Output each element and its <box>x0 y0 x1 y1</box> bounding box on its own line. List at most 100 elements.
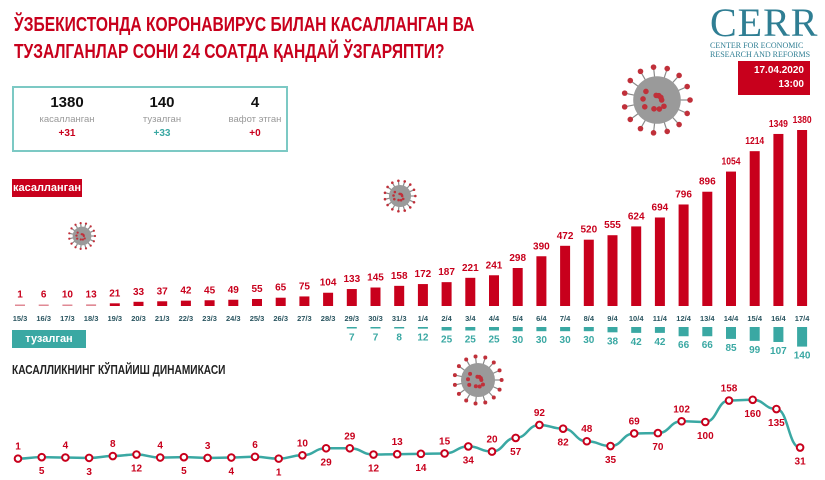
virus-spot <box>81 238 85 241</box>
virus-spot <box>393 190 397 194</box>
virus-spike-tip <box>386 185 389 189</box>
date-tick-label: 25/3 <box>250 314 265 323</box>
bar-label-recovered: 99 <box>749 345 761 356</box>
bar-label-cases: 45 <box>204 285 216 296</box>
line-point-label: 4 <box>229 467 235 478</box>
bar-cases <box>15 304 25 306</box>
virus-body <box>461 363 495 397</box>
line-point <box>440 449 449 458</box>
title-line-2: ТУЗАЛГАНЛАР СОНИ 24 СОАТДА ҚАНДАЙ ЎЗГАРЯ… <box>14 41 445 63</box>
virus-spike-tip <box>456 364 461 369</box>
date-tick-label: 17/4 <box>795 314 810 323</box>
bar-label-cases: 1214 <box>745 136 764 147</box>
bar-recovered <box>631 327 642 333</box>
bar-cases <box>228 299 239 306</box>
virus-spike-tip <box>397 179 400 183</box>
line-point <box>558 424 568 433</box>
cerr-logo: CERR CENTER FOR ECONOMIC RESEARCH AND RE… <box>710 3 818 59</box>
virus-spot <box>76 231 79 234</box>
virus-spike-tip <box>397 209 400 213</box>
virus-spike-tip <box>92 240 95 243</box>
virus-spot <box>653 92 659 99</box>
bar-cases <box>157 301 168 306</box>
line-point <box>701 417 710 427</box>
virus-spot <box>80 233 83 236</box>
bar-cases <box>86 304 97 306</box>
virus-spot <box>480 382 485 387</box>
date-tick-label: 12/4 <box>676 314 691 323</box>
date-tick-label: 9/4 <box>607 314 618 323</box>
bar-label-cases: 37 <box>157 286 169 297</box>
date-tick-label: 28/3 <box>321 314 336 323</box>
virus-spot <box>393 197 396 201</box>
stat-value: 140 <box>149 94 175 111</box>
bar-cases <box>607 235 618 306</box>
virus-body <box>633 76 681 124</box>
virus-spike-tip <box>89 244 92 247</box>
line-point <box>250 452 260 462</box>
date-tick-label: 16/4 <box>771 314 786 323</box>
virus-spike-tip <box>664 128 671 135</box>
date-tick-label: 11/4 <box>653 314 668 323</box>
line-point-label: 35 <box>605 455 617 466</box>
bar-recovered <box>465 327 476 331</box>
virus-spot <box>79 238 82 241</box>
virus-spot <box>399 198 403 202</box>
line-point-label: 70 <box>652 442 664 453</box>
line-point <box>203 453 212 463</box>
line-point-label: 100 <box>697 431 714 442</box>
stat-label: вафот этган <box>228 114 282 125</box>
bar-cases <box>62 304 73 306</box>
bar-label-cases: 1 <box>17 290 23 301</box>
virus-spike-tip <box>473 354 478 359</box>
virus-spike-tip <box>483 355 488 360</box>
bar-label-recovered: 25 <box>441 335 453 346</box>
bar-cases <box>394 285 405 306</box>
line-point <box>606 441 615 451</box>
virus-spot <box>641 104 648 110</box>
line-point <box>464 442 473 451</box>
date-tick-label: 8/4 <box>584 314 595 323</box>
date-tick-label: 22/3 <box>179 314 194 323</box>
bar-label-recovered: 85 <box>725 343 737 354</box>
virus-spike-tip <box>676 121 682 128</box>
virus-spike-tip <box>412 188 416 192</box>
logo-tagline-2: RESEARCH AND REFORMS <box>710 49 811 59</box>
page-title: ЎЗБЕКИСТОНДА КОРОНАВИРУС БИЛАН КАСАЛЛАНГ… <box>14 12 474 66</box>
bar-cases <box>631 226 642 306</box>
bar-cases <box>204 300 215 306</box>
line-point-label: 69 <box>629 416 641 427</box>
virus-spot <box>643 88 649 95</box>
bar-label-recovered: 42 <box>631 337 643 348</box>
date-tick-label: 21/3 <box>155 314 170 323</box>
bar-cases <box>180 300 191 306</box>
bar-cases <box>797 130 808 306</box>
bar-cases <box>512 267 523 306</box>
bar-label-cases: 555 <box>604 220 621 231</box>
line-point-label: 48 <box>581 424 593 435</box>
line-point <box>155 453 165 462</box>
virus-spike-tip <box>491 360 496 365</box>
bar-label-cases: 133 <box>343 274 360 285</box>
date-tick-label: 13/4 <box>700 314 715 323</box>
virus-spike-tip <box>68 232 71 235</box>
date-tick-label: 17/3 <box>60 314 75 323</box>
bar-cases <box>109 303 120 306</box>
line-point <box>629 429 639 438</box>
virus-spike-tip <box>637 68 644 75</box>
stat-delta: +0 <box>249 128 261 139</box>
virus-spike-tip <box>93 234 97 238</box>
bar-label-cases: 42 <box>180 286 192 297</box>
date-tick-label: 24/3 <box>226 314 241 323</box>
line-point-label: 12 <box>131 464 143 475</box>
bar-label-cases: 10 <box>62 290 74 301</box>
bar-cases <box>726 171 736 306</box>
bar-label-recovered: 66 <box>678 340 690 351</box>
virus-spot <box>466 377 471 382</box>
bar-cases <box>678 204 689 306</box>
virus-spike-tip <box>383 191 387 195</box>
bar-cases <box>773 133 784 306</box>
date-tick-label: 5/4 <box>512 314 523 323</box>
bar-recovered <box>536 327 547 332</box>
virus-spot <box>468 371 473 376</box>
